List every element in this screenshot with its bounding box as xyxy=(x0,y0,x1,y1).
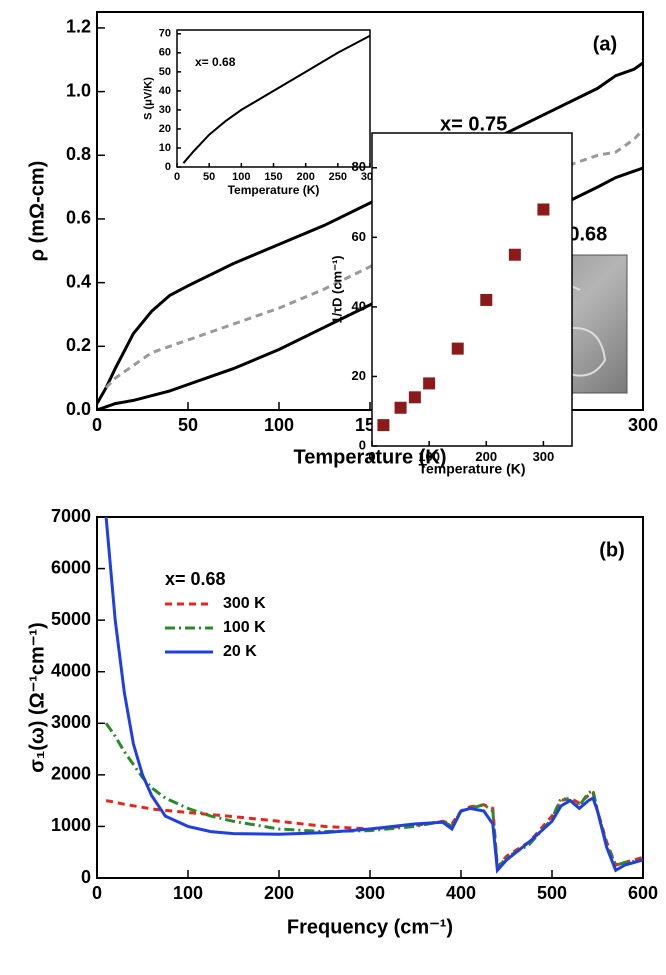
x-tick-label: 200 xyxy=(264,883,294,903)
x-tick-label: 300 xyxy=(533,449,555,464)
line-series xyxy=(97,61,643,405)
y-tick-label: 40 xyxy=(159,85,171,97)
annotation: (a) xyxy=(593,33,617,55)
panel: 0 50 100 150 200 250 300010203040506070Tempera… xyxy=(142,28,379,197)
annotation: x= 0.68 xyxy=(195,55,236,69)
legend-label: 300 K xyxy=(223,595,266,612)
y-tick-label: 80 xyxy=(352,159,366,174)
y-tick-label: 0 xyxy=(165,161,171,173)
y-tick-label: 1.2 xyxy=(66,17,91,37)
x-axis-label: Temperature (K) xyxy=(418,461,525,477)
y-tick-label: 70 xyxy=(159,28,171,40)
line-series xyxy=(182,34,370,164)
x-tick-label: 0 xyxy=(92,415,102,435)
x-tick-label: 300 xyxy=(628,415,658,435)
x-tick-label: 0 xyxy=(174,171,180,183)
annotation: (b) xyxy=(599,539,625,561)
x-tick-label: 100 xyxy=(173,883,203,903)
line-series xyxy=(105,790,643,872)
x-tick-label: 300 xyxy=(355,883,385,903)
line-series xyxy=(105,128,643,389)
y-tick-label: 0.8 xyxy=(66,144,91,164)
legend-label: 20 K xyxy=(223,643,257,660)
y-tick-label: 7000 xyxy=(51,506,91,526)
x-tick-label: 100 xyxy=(418,449,440,464)
x-axis-label: Temperature (K) xyxy=(228,183,320,197)
y-tick-label: 20 xyxy=(352,368,366,383)
x-axis-label: Frequency (cm⁻¹) xyxy=(287,916,453,938)
y-tick-label: 60 xyxy=(352,229,366,244)
y-tick-label: 20 xyxy=(159,123,171,135)
legend-label: 100 K xyxy=(223,619,266,636)
y-tick-label: 3000 xyxy=(51,712,91,732)
x-tick-label: 500 xyxy=(537,883,567,903)
point xyxy=(451,342,464,355)
legend-title: x= 0.68 xyxy=(165,569,226,589)
y-tick-label: 0 xyxy=(81,867,91,887)
y-tick-label: 5000 xyxy=(51,609,91,629)
line-series xyxy=(104,517,643,874)
y-tick-label: 60 xyxy=(159,47,171,59)
y-tick-label: 1000 xyxy=(51,815,91,835)
annotation: x= 0.75 xyxy=(440,113,507,135)
panel: 0 100 200 300 400 500 600010002000300040005000… xyxy=(26,506,658,939)
point xyxy=(537,203,550,216)
plot-frame xyxy=(371,132,573,447)
y-tick-label: 50 xyxy=(159,66,171,78)
point xyxy=(423,377,436,390)
x-tick-label: 150 xyxy=(264,171,282,183)
y-tick-label: 40 xyxy=(352,298,366,313)
y-tick-label: 0.2 xyxy=(66,335,91,355)
y-axis-label: S (μV/K) xyxy=(142,77,154,120)
x-tick-label: 50 xyxy=(203,171,215,183)
x-tick-label: 50 xyxy=(178,415,198,435)
x-tick-label: 400 xyxy=(446,883,476,903)
panel: 0 100 200 300 0 20 40 60 80 Temperature (K) 1/τD (… xyxy=(330,132,573,477)
point xyxy=(408,391,421,404)
y-axis-label: 1/τD (cm⁻¹) xyxy=(330,255,345,323)
y-tick-label: 6000 xyxy=(51,557,91,577)
y-tick-label: 0 xyxy=(359,437,366,452)
point xyxy=(480,293,493,306)
y-tick-label: 0.0 xyxy=(66,399,91,419)
x-tick-label: 100 xyxy=(264,415,294,435)
x-tick-label: 100 xyxy=(232,171,250,183)
y-tick-label: 10 xyxy=(159,142,171,154)
y-tick-label: 2000 xyxy=(51,764,91,784)
y-tick-label: 0.4 xyxy=(66,271,91,291)
point xyxy=(508,248,521,261)
y-axis-label: σ₁(ω) (Ω⁻¹cm⁻¹) xyxy=(26,622,48,772)
y-tick-label: 4000 xyxy=(51,660,91,680)
point xyxy=(394,401,407,414)
y-axis-label: ρ (mΩ-cm) xyxy=(26,161,48,262)
x-tick-label: 0 xyxy=(92,883,102,903)
x-tick-label: 200 xyxy=(296,171,314,183)
y-tick-label: 1.0 xyxy=(66,80,91,100)
x-tick-label: 0 xyxy=(368,449,375,464)
y-tick-label: 30 xyxy=(159,104,171,116)
line-series xyxy=(104,722,643,873)
x-axis-label: Temperature (K) xyxy=(294,446,447,468)
x-tick-label: 200 xyxy=(475,449,497,464)
point xyxy=(377,419,390,432)
line-series xyxy=(97,166,643,410)
x-tick-label: 250 xyxy=(329,171,347,183)
x-tick-label: 600 xyxy=(628,883,658,903)
y-tick-label: 0.6 xyxy=(66,208,91,228)
